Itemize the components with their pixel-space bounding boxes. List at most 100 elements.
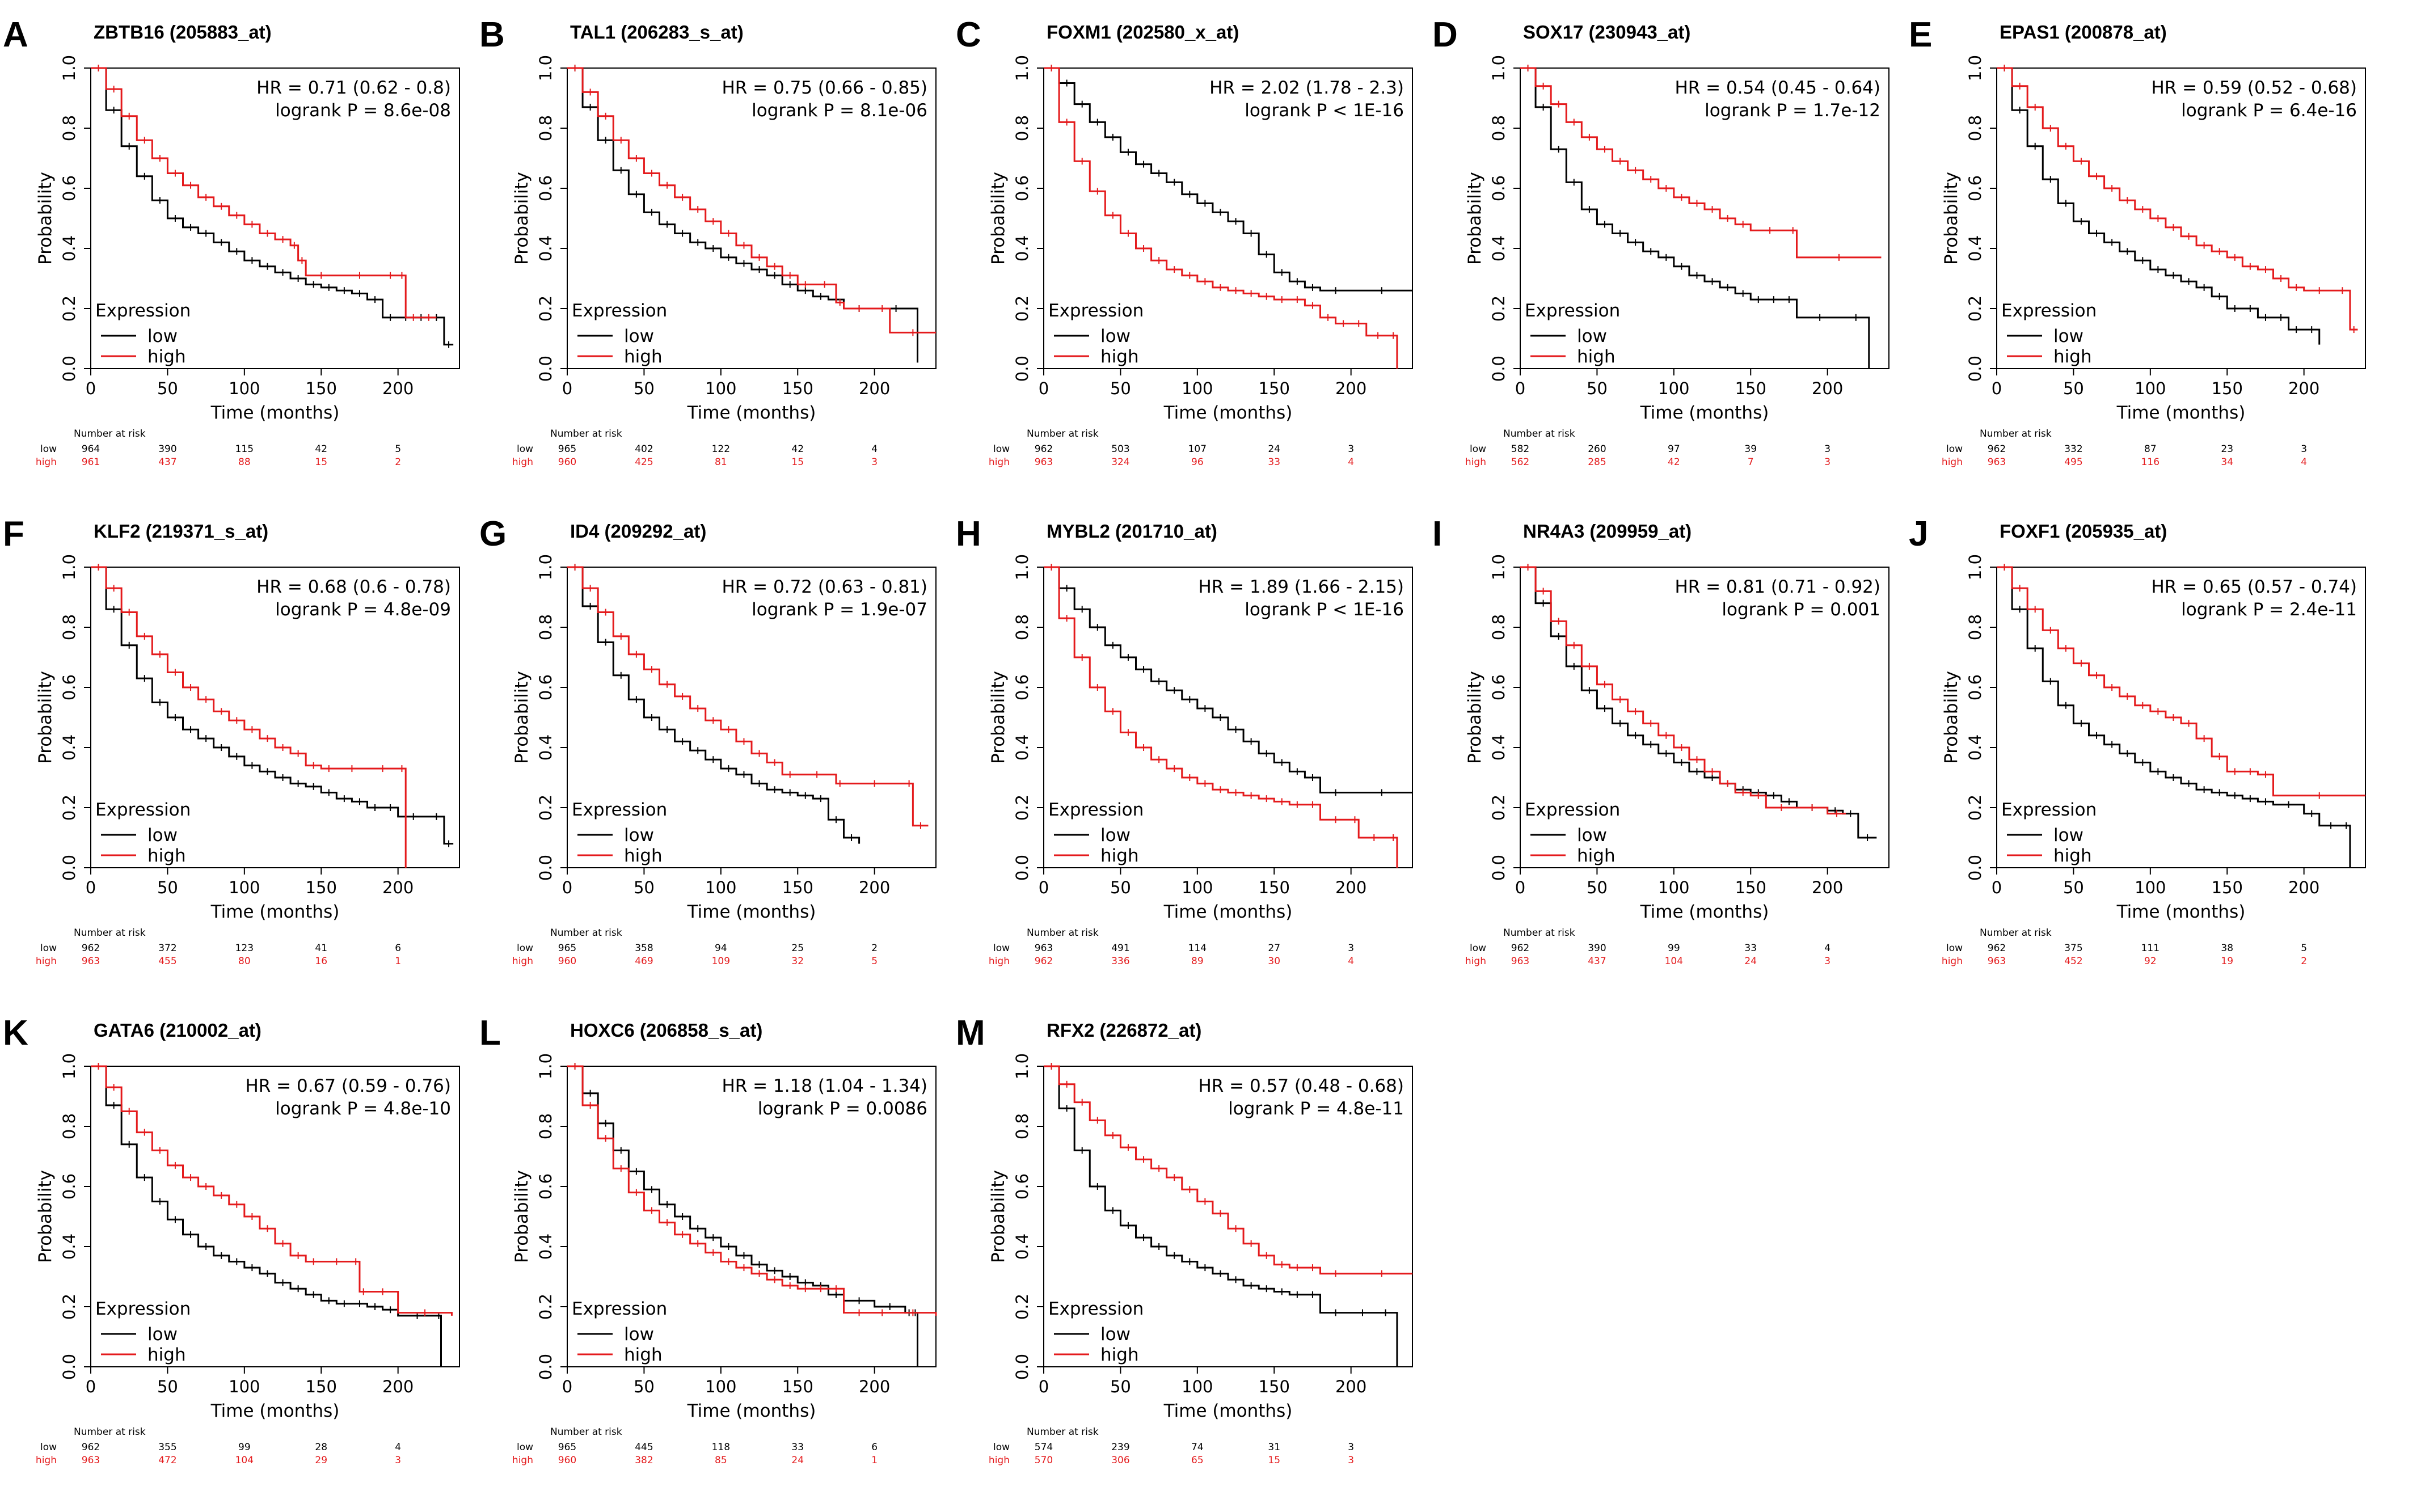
risk-value-low: 122 bbox=[712, 444, 730, 455]
risk-row-label-low: low bbox=[40, 1442, 57, 1453]
legend-title: Expression bbox=[1048, 1299, 1144, 1319]
x-tick-label: 50 bbox=[634, 379, 655, 398]
km-curve-low bbox=[91, 566, 454, 845]
risk-value-high: 96 bbox=[1191, 457, 1204, 468]
x-tick-label: 150 bbox=[1735, 878, 1766, 897]
x-tick-label: 0 bbox=[1039, 379, 1049, 398]
risk-value-high: 324 bbox=[1111, 457, 1129, 468]
risk-value-high: 7 bbox=[1748, 457, 1754, 468]
risk-value-low: 99 bbox=[238, 1442, 251, 1453]
x-tick-label: 200 bbox=[2288, 878, 2319, 897]
y-tick-label: 0.6 bbox=[536, 674, 555, 700]
legend-title: Expression bbox=[572, 301, 667, 321]
risk-value-high: 437 bbox=[1588, 956, 1606, 967]
y-tick-label: 0.0 bbox=[1013, 1354, 1032, 1380]
y-tick-label: 0.8 bbox=[1489, 115, 1508, 141]
risk-row-label-high: high bbox=[1942, 956, 1963, 967]
plot-frame bbox=[567, 567, 937, 868]
y-axis-label: Probability bbox=[988, 172, 1009, 265]
km-panel-k: K GATA6 (210002_at) 0.0 0.2 0.4 0.6 0.8 1.0 0 50 1… bbox=[3, 1013, 460, 1466]
x-tick-label: 100 bbox=[705, 1377, 736, 1396]
legend-label-high: high bbox=[624, 846, 663, 866]
risk-row-label-high: high bbox=[36, 956, 57, 967]
km-curve-high bbox=[1044, 1065, 1412, 1275]
risk-table-header: Number at risk bbox=[1027, 428, 1099, 440]
legend-title: Expression bbox=[1525, 800, 1620, 820]
risk-row-label-high: high bbox=[1465, 457, 1486, 468]
risk-value-low: 963 bbox=[1035, 943, 1053, 954]
risk-value-high: 570 bbox=[1035, 1455, 1053, 1466]
x-tick-label: 50 bbox=[634, 1377, 655, 1396]
hazard-ratio: HR = 0.65 (0.57 - 0.74) bbox=[2151, 577, 2357, 597]
x-tick-label: 150 bbox=[1259, 379, 1290, 398]
y-axis-label: Probability bbox=[1941, 671, 1962, 764]
legend-label-low: low bbox=[624, 1324, 654, 1345]
risk-value-low: 965 bbox=[558, 1442, 576, 1453]
y-tick-label: 0.4 bbox=[536, 734, 555, 761]
x-tick-label: 200 bbox=[859, 878, 890, 897]
km-panel-g: G ID4 (209292_at) 0.0 0.2 0.4 0.6 0.8 1.0 0 50 100… bbox=[479, 514, 937, 967]
x-axis-label: Time (months) bbox=[210, 403, 340, 423]
risk-value-high: 3 bbox=[1824, 457, 1830, 468]
panel-letter: K bbox=[3, 1013, 28, 1053]
x-axis-label: Time (months) bbox=[687, 902, 816, 922]
risk-value-high: 495 bbox=[2064, 457, 2082, 468]
x-tick-label: 100 bbox=[1182, 878, 1213, 897]
y-tick-label: 0.8 bbox=[60, 1113, 79, 1139]
risk-value-low: 962 bbox=[82, 1442, 100, 1453]
y-tick-label: 0.2 bbox=[1489, 795, 1508, 821]
x-axis-label: Time (months) bbox=[1163, 403, 1293, 423]
risk-row-label-low: low bbox=[1946, 444, 1963, 455]
y-tick-label: 1.0 bbox=[536, 554, 555, 580]
plot-frame bbox=[567, 67, 937, 369]
y-tick-label: 0.2 bbox=[60, 295, 79, 322]
risk-value-low: 445 bbox=[635, 1442, 653, 1453]
legend-title: Expression bbox=[1525, 301, 1620, 321]
x-axis-label: Time (months) bbox=[210, 902, 340, 922]
x-tick-label: 200 bbox=[382, 1377, 414, 1396]
risk-row-label-low: low bbox=[40, 444, 57, 455]
km-curve-low bbox=[91, 1065, 442, 1367]
y-axis-label: Probability bbox=[512, 172, 532, 265]
km-panel-j: J FOXF1 (205935_at) 0.0 0.2 0.4 0.6 0.8 1.0 0 50 1… bbox=[1909, 514, 2366, 967]
risk-value-low: 3 bbox=[1824, 444, 1830, 455]
risk-value-high: 4 bbox=[2301, 457, 2307, 468]
y-axis-label: Probability bbox=[988, 671, 1009, 764]
x-tick-label: 200 bbox=[1335, 379, 1366, 398]
y-axis-label: Probability bbox=[35, 1170, 56, 1263]
legend-title: Expression bbox=[2001, 301, 2097, 321]
logrank-p: logrank P = 0.0086 bbox=[758, 1099, 927, 1119]
x-tick-label: 150 bbox=[782, 878, 813, 897]
panel-title: NR4A3 (209959_at) bbox=[1523, 521, 1692, 542]
x-tick-label: 50 bbox=[157, 1377, 178, 1396]
risk-value-low: 2 bbox=[871, 943, 878, 954]
y-tick-label: 0.2 bbox=[1966, 295, 1985, 322]
x-tick-label: 50 bbox=[1587, 379, 1608, 398]
y-tick-label: 0.0 bbox=[60, 855, 79, 881]
x-tick-label: 100 bbox=[1658, 878, 1689, 897]
risk-value-high: 452 bbox=[2064, 956, 2082, 967]
km-panel-f: F KLF2 (219371_s_at) 0.0 0.2 0.4 0.6 0.8 1.0 0 50… bbox=[3, 514, 460, 967]
logrank-p: logrank P = 2.4e-11 bbox=[2181, 599, 2357, 620]
legend-label-high: high bbox=[1577, 846, 1616, 866]
risk-table-header: Number at risk bbox=[74, 1426, 146, 1438]
plot-frame bbox=[1996, 567, 2366, 868]
risk-value-low: 355 bbox=[158, 1442, 176, 1453]
logrank-p: logrank P = 4.8e-11 bbox=[1228, 1099, 1404, 1119]
panel-title: SOX17 (230943_at) bbox=[1523, 22, 1690, 43]
risk-value-high: 562 bbox=[1511, 457, 1529, 468]
x-tick-label: 100 bbox=[1182, 379, 1213, 398]
km-curve-low bbox=[567, 566, 861, 844]
km-curve-low bbox=[1520, 566, 1877, 839]
y-axis-label: Probability bbox=[512, 1170, 532, 1263]
plot-frame bbox=[1520, 67, 1889, 369]
risk-value-low: 33 bbox=[791, 1442, 804, 1453]
risk-value-high: 469 bbox=[635, 956, 653, 967]
legend-title: Expression bbox=[95, 800, 191, 820]
legend-label-low: low bbox=[624, 825, 654, 846]
risk-value-high: 336 bbox=[1111, 956, 1129, 967]
risk-value-high: 29 bbox=[315, 1455, 327, 1466]
risk-value-low: 375 bbox=[2064, 943, 2082, 954]
plot-frame bbox=[1520, 567, 1889, 868]
legend-label-high: high bbox=[1100, 347, 1139, 367]
